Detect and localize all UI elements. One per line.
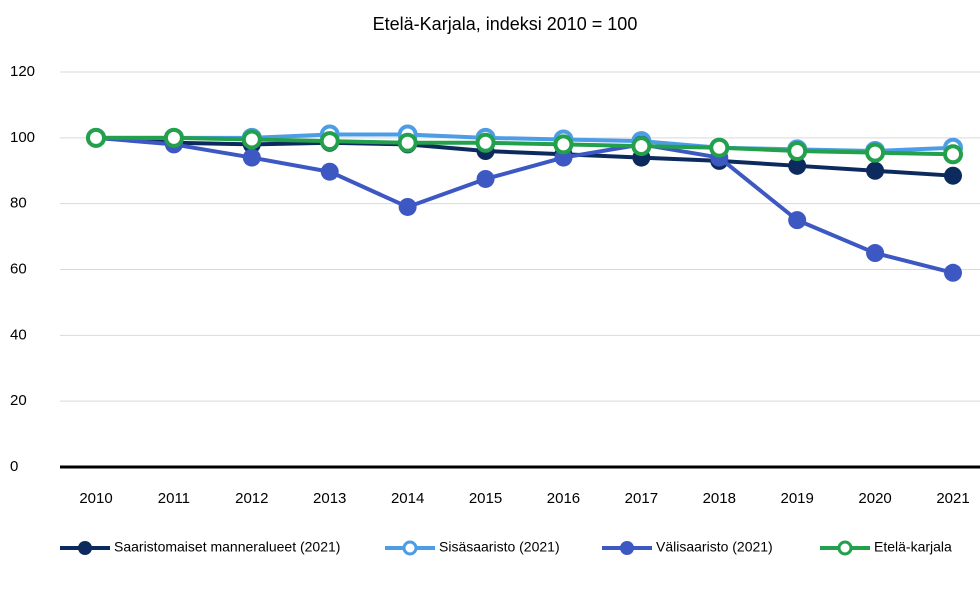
x-tick-label: 2012 (235, 490, 268, 507)
point (241, 129, 262, 150)
legend-marker (620, 541, 634, 555)
point (944, 166, 962, 185)
series-line (95, 135, 954, 178)
x-tick-label: 2019 (780, 490, 813, 507)
point (86, 127, 106, 148)
point (553, 134, 574, 155)
legend-marker (402, 540, 418, 556)
x-tick-label: 2013 (313, 490, 346, 507)
point (476, 169, 495, 188)
point (787, 141, 808, 161)
x-tick-label: 2016 (547, 490, 580, 507)
point (320, 162, 339, 181)
point (631, 136, 652, 157)
series-line (96, 135, 954, 157)
x-tick-label: 2014 (391, 490, 424, 507)
y-tick-label: 80 (10, 195, 27, 212)
point (866, 244, 885, 263)
y-tick-label: 60 (10, 260, 27, 277)
point (475, 132, 496, 153)
series-line (95, 135, 954, 275)
point (242, 148, 261, 167)
y-tick-label: 100 (10, 129, 35, 146)
point (319, 131, 340, 152)
x-tick-label: 2011 (158, 490, 190, 507)
y-tick-label: 20 (10, 392, 27, 409)
x-tick-label: 2020 (858, 490, 891, 507)
x-tick-label: 2021 (936, 490, 969, 507)
point (788, 211, 807, 230)
legend-label: Saaristomaiset manneralueet (2021) (114, 539, 340, 555)
legend-marker (837, 540, 853, 556)
x-tick-label: 2017 (625, 490, 658, 507)
point (866, 161, 885, 180)
point (865, 142, 886, 163)
legend-label: Välisaaristo (2021) (656, 539, 773, 555)
legend-label: Sisäsaaristo (2021) (439, 539, 560, 555)
point (398, 197, 417, 216)
legend-label: Etelä-karjala (874, 539, 952, 555)
point (163, 127, 184, 148)
point (943, 144, 963, 165)
point (944, 263, 962, 282)
point (788, 156, 807, 175)
chart-title: Etelä-Karjala, indeksi 2010 = 100 (373, 14, 638, 34)
legend-marker (78, 541, 92, 555)
x-tick-label: 2015 (469, 490, 502, 507)
y-tick-label: 0 (10, 458, 18, 475)
x-tick-label: 2018 (703, 490, 736, 507)
y-tick-label: 40 (10, 326, 27, 343)
y-tick-label: 120 (10, 63, 35, 80)
point (397, 132, 418, 153)
point (709, 137, 730, 158)
x-tick-label: 2010 (79, 490, 112, 507)
